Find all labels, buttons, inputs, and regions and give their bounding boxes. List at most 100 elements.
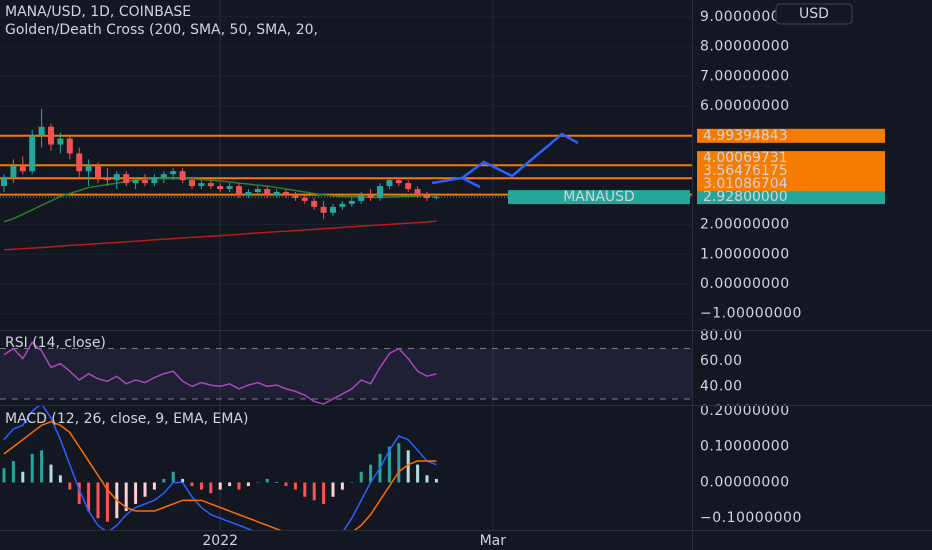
histogram-bar [340, 482, 344, 490]
candle-body [254, 189, 261, 193]
candle-body [330, 206, 336, 213]
histogram-bar [11, 461, 15, 483]
y-tick-label: 1.00000000 [700, 246, 790, 262]
histogram-bar [350, 482, 354, 483]
y-tick-label: 0.20000000 [700, 403, 790, 419]
candle-body [170, 171, 177, 175]
symbol-label-box [508, 190, 690, 205]
y-tick-label: 0.10000000 [700, 439, 790, 455]
histogram-bar [387, 446, 391, 483]
chart-title: MANA/USD, 1D, COINBASE [5, 4, 191, 20]
y-tick-label: 7.00000000 [700, 68, 790, 84]
histogram-bar [312, 482, 316, 501]
y-tick-label: 0.00000000 [700, 276, 790, 292]
histogram-bar [96, 482, 100, 519]
histogram-bar [2, 468, 6, 483]
level-label-box [697, 177, 885, 192]
histogram-bar [87, 482, 91, 512]
histogram-bar [171, 471, 175, 483]
histogram-bar [331, 482, 335, 497]
candle-body [132, 180, 139, 184]
series-line [3, 220, 437, 251]
level-label: 3.01086704 [703, 176, 788, 192]
candle-body [104, 177, 111, 181]
histogram-bar [293, 482, 297, 490]
rsi-title: RSI (14, close) [5, 335, 106, 351]
candle-body [95, 165, 101, 178]
candle-body [151, 177, 158, 184]
y-tick-label: 60.00 [700, 353, 743, 369]
candle-body [85, 165, 92, 172]
candle-body [245, 192, 252, 195]
candle-body [19, 165, 26, 172]
histogram-bar [162, 478, 166, 483]
candle-body [160, 174, 167, 178]
last-price-box [697, 190, 885, 205]
candle-body [236, 186, 242, 195]
histogram-bar [143, 482, 147, 497]
candle-body [1, 177, 7, 187]
histogram-bar [369, 464, 373, 483]
y-tick-label: 2.00000000 [700, 217, 790, 233]
histogram-bar [228, 482, 232, 487]
indicator-title: Golden/Death Cross (200, SMA, 50, SMA, 2… [5, 22, 318, 38]
histogram-bar [425, 475, 429, 483]
candle-body [377, 186, 383, 198]
candle-body [38, 126, 45, 136]
level-label-box [697, 164, 885, 179]
candle-body [66, 138, 73, 154]
drawn-projection [431, 132, 579, 185]
histogram-bar [265, 478, 269, 483]
histogram-bar [181, 478, 185, 483]
histogram-bar [124, 482, 128, 512]
histogram-bar [284, 482, 288, 487]
histogram-bar [58, 475, 62, 483]
candle-body [76, 153, 83, 172]
candle-body [283, 192, 289, 195]
series-line [3, 420, 437, 530]
candle-body [264, 189, 271, 195]
candle-body [433, 197, 440, 199]
candle-body [189, 180, 195, 187]
x-tick-label: 2022 [202, 533, 238, 549]
histogram-bar [134, 482, 138, 504]
histogram-bar [40, 450, 44, 483]
histogram-bar [49, 464, 53, 483]
candle-body [320, 206, 327, 213]
macd-title: MACD (12, 26, close, 9, EMA, EMA) [5, 411, 248, 427]
candle-body [179, 171, 186, 181]
y-tick-label: −1.00000000 [700, 306, 802, 322]
y-tick-label: −0.10000000 [700, 510, 802, 526]
histogram-bar [218, 482, 222, 490]
candle-body [367, 194, 374, 198]
currency[interactable]: USD [799, 6, 829, 22]
candle-body [10, 165, 17, 178]
symbol-label: MANAUSD [563, 189, 635, 205]
candle-body [123, 174, 130, 184]
histogram-bar [256, 482, 260, 483]
level-label-box [697, 128, 885, 143]
candle-body [29, 135, 36, 172]
histogram-bar [68, 482, 72, 490]
candle-body [198, 183, 205, 187]
candle-body [395, 180, 402, 184]
candle-body [311, 200, 318, 207]
y-tick-label: 9.00000000 [700, 9, 790, 25]
candle-body [301, 197, 308, 201]
series-line [3, 177, 437, 223]
histogram-bar [209, 482, 213, 494]
candle-body [113, 174, 120, 181]
candle-body [57, 138, 64, 145]
candle-body [292, 194, 299, 198]
x-tick-label: Mar [480, 533, 507, 549]
rsi-band [0, 348, 692, 399]
candle-body [226, 186, 233, 190]
level-label-box [697, 151, 885, 166]
candle-body [273, 192, 280, 195]
candle-body [48, 126, 54, 145]
y-tick-label: 6.00000000 [700, 98, 790, 114]
level-label: 4.00069731 [703, 150, 788, 166]
currency-button[interactable] [775, 3, 853, 25]
